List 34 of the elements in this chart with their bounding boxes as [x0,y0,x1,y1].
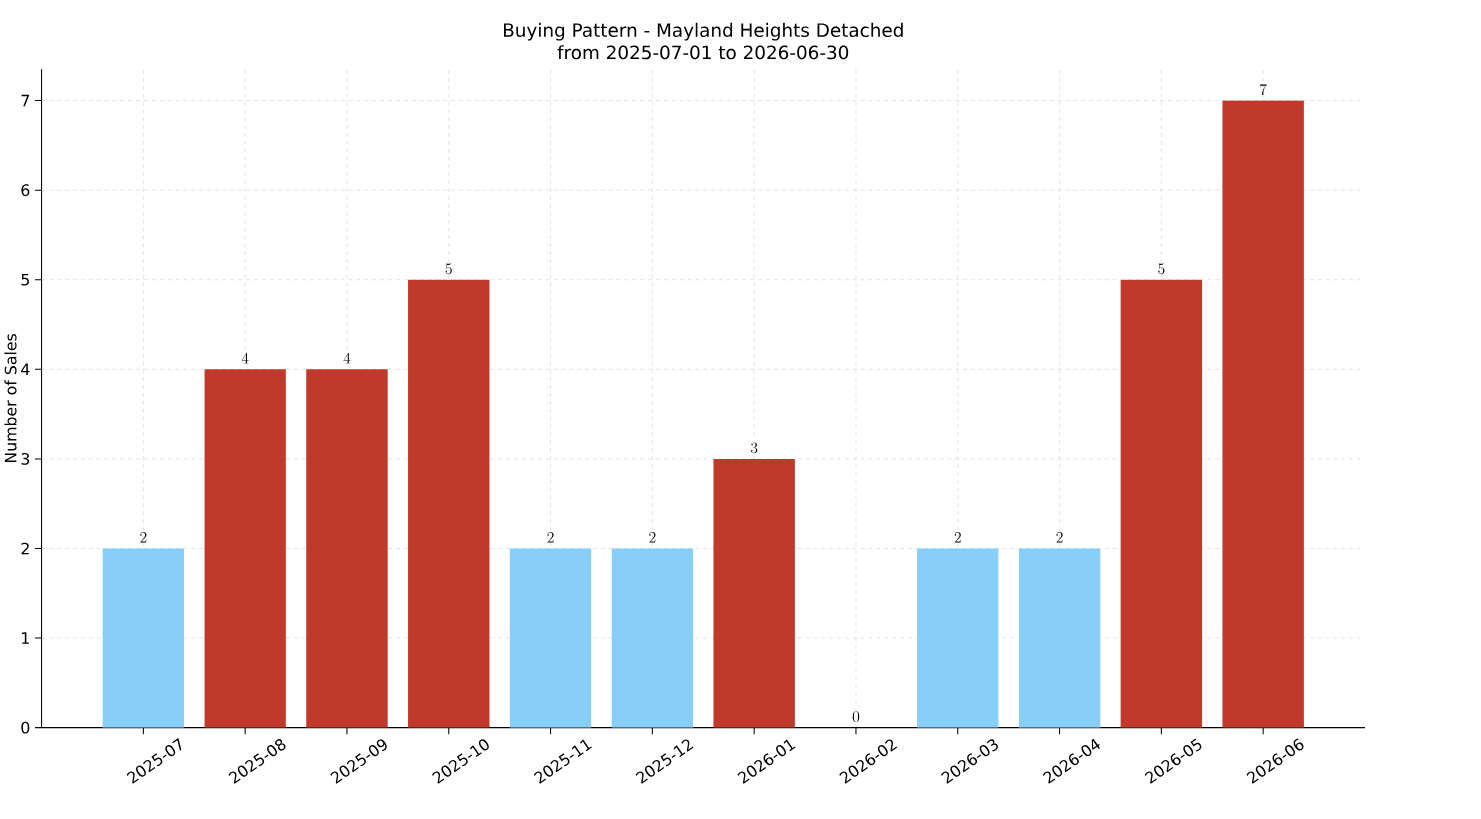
bar [306,369,388,728]
y-axis-title: Number of Sales [4,334,17,463]
data-label: 4 [241,352,249,364]
data-label: 5 [445,263,452,275]
bar [1120,279,1203,728]
y-tick-label: 3 [21,453,30,465]
data-label: 7 [1260,84,1267,96]
data-label: 2 [1056,532,1063,543]
data-label: 0 [852,711,860,723]
bar [917,548,999,728]
chart-subtitle: from 2025-07-01 to 2026-06-30 [557,45,849,60]
y-tick-label: 2 [21,542,29,555]
data-label: 2 [649,532,656,543]
bar [713,459,795,728]
bar [611,548,694,728]
bar [1018,548,1101,728]
data-label: 4 [343,352,351,364]
y-tick-label: 6 [21,184,30,197]
y-tick-label: 7 [21,94,29,107]
bar [509,548,592,728]
bar [1222,100,1304,728]
data-label: 5 [1158,263,1165,275]
y-tick-label: 0 [21,721,30,734]
bar [204,369,286,728]
bar [408,279,490,728]
data-label: 2 [547,532,554,543]
y-tick-label: 1 [22,632,29,644]
data-label: 2 [140,532,147,543]
y-tick-label: 4 [21,363,30,376]
data-label: 3 [750,442,758,454]
bar [102,548,185,728]
chart-title: Buying Pattern - Mayland Heights Detached [504,22,903,41]
y-tick-label: 5 [21,274,29,286]
data-label: 2 [954,532,961,543]
